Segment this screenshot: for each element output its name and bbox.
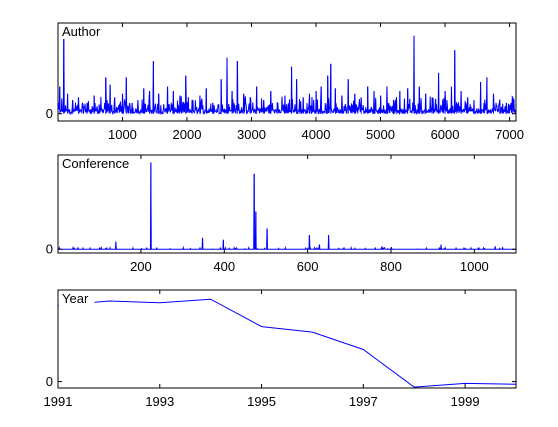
y-tick-label: 0 (46, 242, 53, 257)
series-line (58, 30, 516, 116)
panel-title: Year (62, 291, 89, 306)
x-tick-label: 4000 (302, 127, 331, 142)
x-tick-label: 3000 (237, 127, 266, 142)
x-tick-label: 7000 (495, 127, 524, 142)
title-background (59, 24, 110, 39)
conference-panel: 200 400 600 800 1000 0 Conference (46, 154, 517, 274)
year-panel: 1991 1993 1995 1997 1999 0 Year (44, 289, 517, 409)
x-tick-label: 1000 (108, 127, 137, 142)
panel-title: Conference (62, 156, 129, 171)
x-tick-label: 5000 (366, 127, 395, 142)
x-tick-label: 600 (297, 259, 319, 274)
plot-area (58, 162, 516, 251)
title-background (59, 291, 95, 306)
y-tick-label: 0 (46, 106, 53, 121)
x-tick-label: 6000 (431, 127, 460, 142)
x-tick-label: 1993 (145, 394, 174, 409)
x-tick-label: 1995 (247, 394, 276, 409)
axes-frame (57, 22, 517, 122)
axes-frame (57, 289, 517, 389)
y-tick-label: 0 (46, 374, 53, 389)
x-tick-label: 1991 (44, 394, 73, 409)
title-background (59, 156, 139, 171)
x-tick-label: 400 (213, 259, 235, 274)
x-tick-label: 1999 (451, 394, 480, 409)
x-tick-label: 1000 (460, 259, 489, 274)
x-tick-label: 800 (380, 259, 402, 274)
plot-area (58, 298, 516, 388)
series-line (58, 298, 516, 388)
plot-area (58, 30, 516, 116)
series-line (58, 162, 516, 251)
x-tick-label: 1997 (349, 394, 378, 409)
axes-frame (57, 154, 517, 254)
x-tick-label: 2000 (173, 127, 202, 142)
x-tick-label: 200 (130, 259, 152, 274)
author-panel: 1000 2000 3000 4000 5000 6000 7000 0 Author (46, 22, 524, 142)
panel-title: Author (62, 24, 101, 39)
